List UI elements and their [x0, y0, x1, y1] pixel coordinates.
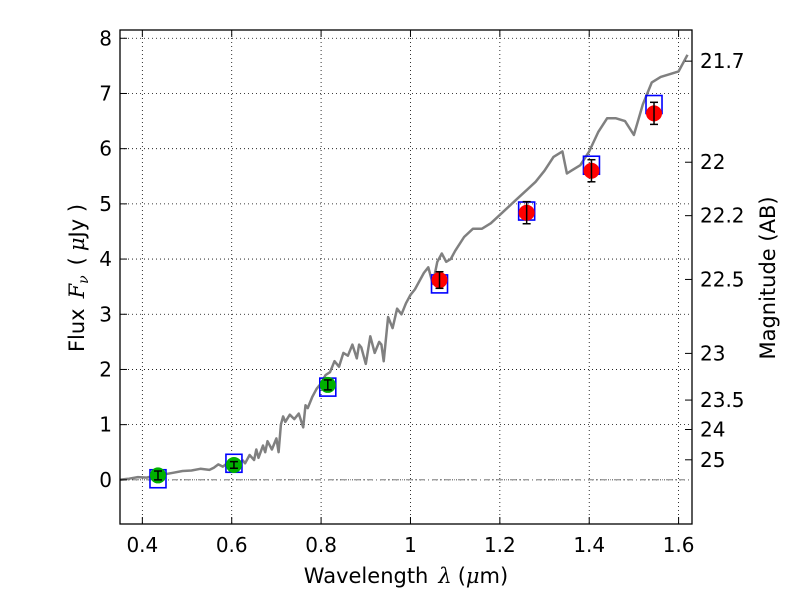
- y2-tick-label: 25: [700, 448, 725, 472]
- x-tick-label: 0.8: [305, 533, 337, 557]
- x-tick-label: 1.6: [663, 533, 695, 557]
- x-tick-label: 0.4: [126, 533, 158, 557]
- observed-photometry-points: [149, 101, 663, 484]
- y-tick-label: 5: [99, 192, 112, 216]
- x-tick-label: 1.4: [573, 533, 605, 557]
- y2-tick-label: 22.5: [700, 267, 745, 291]
- y2-tick-label: 23: [700, 341, 725, 365]
- y-tick-label: 7: [99, 81, 112, 105]
- x-tick-label: 0.6: [216, 533, 248, 557]
- grid: [120, 30, 692, 524]
- y2-tick-label: 24: [700, 418, 725, 442]
- y-tick-label: 4: [99, 247, 112, 271]
- plot-frame: [119, 29, 693, 525]
- y-axis-title: FluxFν(μJy ): [65, 204, 92, 352]
- y2-tick-label: 21.7: [700, 49, 745, 73]
- y2-axis-title: Magnitude (AB): [756, 196, 780, 359]
- x-tick-label: 1: [404, 533, 417, 557]
- y-tick-label: 3: [99, 302, 112, 326]
- model-spectrum-line: [119, 54, 689, 482]
- axis-ticks: 0.4 0.6 0.8 1 1.2 1.4 1.601234567821.72222.222…: [99, 26, 744, 557]
- y-tick-label: 6: [99, 137, 112, 161]
- x-tick-label: 1.2: [484, 533, 516, 557]
- y2-tick-label: 22: [700, 150, 725, 174]
- y-tick-label: 1: [99, 413, 112, 437]
- y2-tick-label: 23.5: [700, 388, 745, 412]
- model-photometry-boxes: [149, 94, 663, 489]
- y-tick-label: 2: [99, 357, 112, 381]
- y2-tick-label: 22.2: [700, 204, 745, 228]
- x-axis-title: Wavelength λ (μm): [304, 564, 508, 588]
- y-tick-label: 8: [99, 26, 112, 50]
- y-tick-label: 0: [99, 468, 112, 492]
